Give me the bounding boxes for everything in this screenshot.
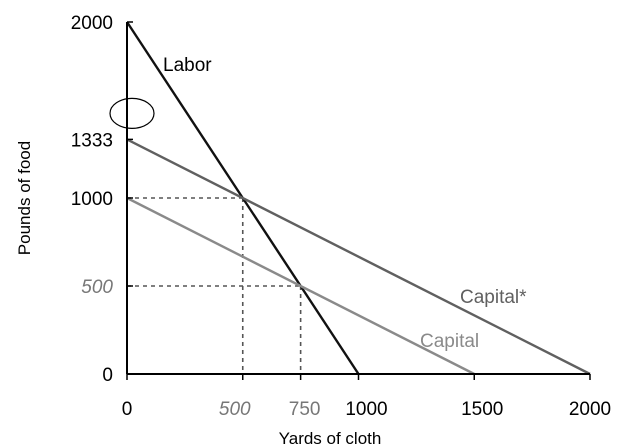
y-tick-label-0: 0 bbox=[102, 365, 113, 386]
x-tick-label-0: 0 bbox=[122, 399, 133, 420]
series-line-capital bbox=[126, 138, 591, 376]
x-tick-label-500: 500 bbox=[219, 399, 251, 420]
x-tick-label-2000: 2000 bbox=[569, 399, 611, 420]
y-tick-label-500: 500 bbox=[81, 277, 113, 298]
series-label-capital: Capital bbox=[420, 331, 479, 352]
y-axis-label: Pounds of food bbox=[15, 141, 34, 255]
series-lines bbox=[125, 21, 591, 376]
highlight-ellipse bbox=[109, 97, 155, 129]
x-tick-label-750: 750 bbox=[289, 399, 321, 420]
x-tick-label-1500: 1500 bbox=[461, 399, 503, 420]
reference-lines bbox=[127, 197, 302, 374]
series-label-capital: Capital* bbox=[460, 287, 527, 308]
series-labels: Labor Capital* Capital bbox=[163, 55, 527, 352]
ticks bbox=[126, 21, 591, 380]
y-tick-label-1333: 1333 bbox=[71, 130, 113, 151]
y-tick-label-2000: 2000 bbox=[71, 13, 113, 34]
y-tick-label-1000: 1000 bbox=[71, 189, 113, 210]
series-line-capital bbox=[126, 196, 475, 376]
series-label-labor: Labor bbox=[163, 55, 212, 76]
x-axis-label: Yards of cloth bbox=[279, 429, 382, 448]
x-tick-label-1000: 1000 bbox=[345, 399, 387, 420]
tick-labels: 0 500 1000 1333 2000 0 500 750 1000 1500 2000 bbox=[71, 13, 611, 420]
